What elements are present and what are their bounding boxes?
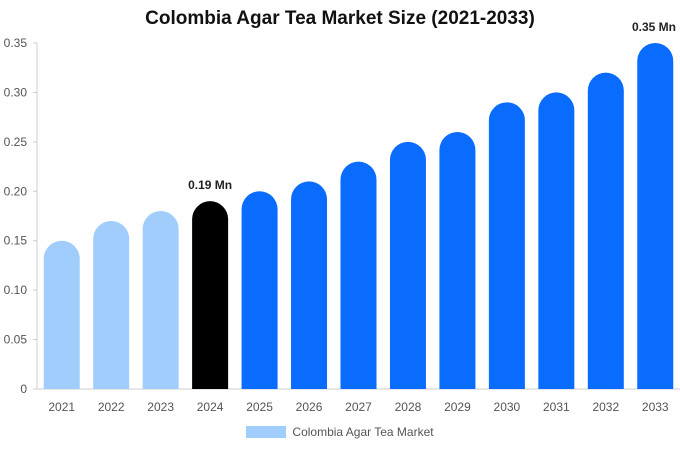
x-tick-label: 2031 — [543, 400, 570, 414]
chart-title: Colombia Agar Tea Market Size (2021-2033… — [145, 8, 535, 29]
y-tick-label: 0.05 — [4, 333, 28, 347]
x-tick-label: 2021 — [48, 400, 75, 414]
x-tick-label: 2027 — [345, 400, 372, 414]
data-label-2024: 0.19 Mn — [188, 178, 232, 192]
bar-2032[interactable] — [587, 72, 624, 390]
x-tick-label: 2023 — [147, 400, 174, 414]
bar-2031[interactable] — [538, 92, 575, 389]
bar-2033[interactable] — [637, 43, 674, 389]
bar-2025[interactable] — [241, 191, 278, 389]
x-tick-label: 2026 — [296, 400, 323, 414]
bar-2029[interactable] — [439, 131, 476, 389]
legend-label: Colombia Agar Tea Market — [292, 425, 434, 439]
x-tick-label: 2033 — [642, 400, 669, 414]
x-tick-label: 2024 — [197, 400, 224, 414]
x-tick-label: 2029 — [444, 400, 471, 414]
x-tick-label: 2025 — [246, 400, 273, 414]
y-tick-label: 0.10 — [4, 283, 28, 297]
bar-2023[interactable] — [142, 211, 179, 389]
bar-2021[interactable] — [43, 240, 80, 389]
bar-2024[interactable] — [192, 201, 229, 389]
bar-2027[interactable] — [340, 161, 377, 389]
bar-2022[interactable] — [93, 220, 130, 389]
legend-swatch — [246, 426, 287, 438]
y-tick-label: 0.25 — [4, 135, 28, 149]
x-tick-label: 2030 — [494, 400, 521, 414]
x-tick-label: 2022 — [98, 400, 125, 414]
legend[interactable]: Colombia Agar Tea Market — [0, 425, 680, 439]
y-tick-label: 0.20 — [4, 184, 28, 198]
y-tick-label: 0.15 — [4, 234, 28, 248]
x-tick-label: 2032 — [592, 400, 619, 414]
bar-2026[interactable] — [291, 181, 328, 389]
data-label-2033: 0.35 Mn — [632, 20, 676, 34]
bar-2028[interactable] — [389, 141, 426, 389]
bar-2030[interactable] — [488, 102, 525, 389]
y-tick-label: 0 — [20, 382, 27, 396]
y-tick-label: 0.35 — [4, 36, 28, 50]
y-tick-label: 0.30 — [4, 85, 28, 99]
x-tick-label: 2028 — [395, 400, 422, 414]
